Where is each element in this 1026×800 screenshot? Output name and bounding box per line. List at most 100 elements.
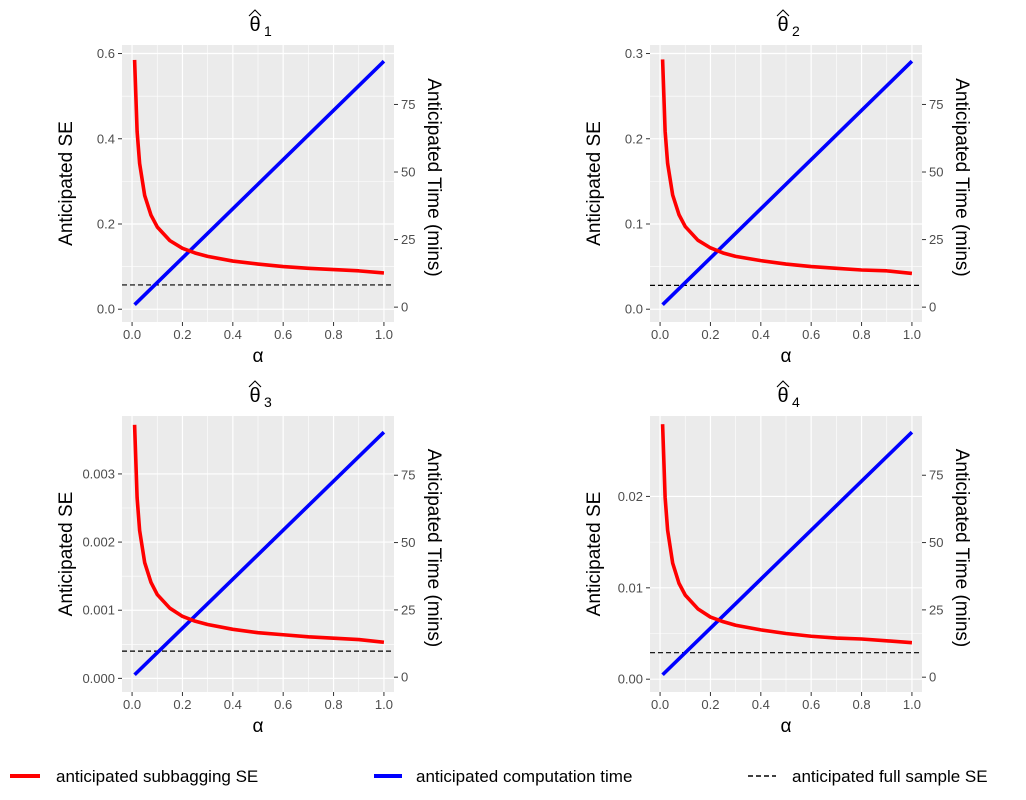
y2-tick-label: 0 [401, 670, 408, 685]
y2-tick-label: 50 [401, 535, 415, 550]
x-tick-label: 0.6 [802, 327, 820, 342]
y2-tick-label: 50 [929, 165, 943, 180]
y-tick-label: 0.1 [625, 216, 643, 231]
legend-label-full-sample-se: anticipated full sample SE [792, 767, 988, 786]
y2-tick-label: 0 [929, 670, 936, 685]
x-tick-label: 0.6 [274, 327, 292, 342]
hat-icon [776, 9, 790, 17]
x-tick-label: 0.8 [853, 327, 871, 342]
y2-axis-title: Anticipated Time (mins) [951, 78, 972, 277]
x-tick-label: 0.4 [752, 327, 770, 342]
y-tick-label: 0.02 [618, 489, 643, 504]
panel-title-subscript: 3 [264, 394, 272, 410]
y2-tick-label: 75 [929, 97, 943, 112]
y-tick-label: 0.00 [618, 672, 643, 687]
y-tick-label: 0.0 [625, 302, 643, 317]
x-tick-label: 0.0 [651, 327, 669, 342]
hat-icon [248, 380, 262, 388]
panel-title-subscript: 1 [264, 23, 272, 39]
x-axis-title: α [781, 346, 792, 367]
chart-panel: 0.0 0.2 0.4 0.6 0.8 1.0 0.0 0.2 0.4 0.6 0 25 50 75 θ 1 α… [56, 9, 444, 367]
x-axis-title: α [253, 346, 264, 367]
panel-title-subscript: 2 [792, 23, 800, 39]
legend-label-subbagging-se: anticipated subbagging SE [56, 767, 258, 786]
panel-title-subscript: 4 [792, 394, 800, 410]
y2-tick-label: 25 [929, 602, 943, 617]
x-axis-title: α [781, 716, 792, 737]
y2-axis-title: Anticipated Time (mins) [423, 449, 444, 648]
y-tick-label: 0.000 [82, 671, 115, 686]
x-tick-label: 0.6 [802, 697, 820, 712]
chart-panel: 0.0 0.2 0.4 0.6 0.8 1.0 0.000 0.001 0.002 0.003 0 2… [56, 380, 444, 737]
subbagging-se-curve [132, 59, 385, 275]
y2-axis-title: Anticipated Time (mins) [951, 449, 972, 648]
y-axis-title: Anticipated SE [56, 121, 77, 246]
x-tick-label: 0.4 [224, 327, 242, 342]
x-tick-label: 0.0 [123, 327, 141, 342]
panel-title-symbol: θ [249, 14, 260, 36]
x-tick-label: 0.8 [325, 327, 343, 342]
y-tick-label: 0.002 [82, 535, 115, 550]
y2-tick-label: 0 [401, 300, 408, 315]
y-tick-label: 0.01 [618, 580, 643, 595]
y2-tick-label: 50 [929, 535, 943, 550]
y2-tick-label: 25 [401, 232, 415, 247]
y-tick-label: 0.2 [625, 131, 643, 146]
panel-title-symbol: θ [777, 385, 788, 407]
x-tick-label: 0.2 [701, 327, 719, 342]
computation-time-line [133, 430, 386, 677]
x-tick-label: 1.0 [903, 327, 921, 342]
chart-panel: 0.0 0.2 0.4 0.6 0.8 1.0 0.0 0.1 0.2 0.3 0 25 50 75 θ 2 α… [584, 9, 972, 367]
x-tick-label: 0.8 [853, 697, 871, 712]
x-tick-label: 0.2 [173, 327, 191, 342]
x-tick-label: 0.8 [325, 697, 343, 712]
x-tick-label: 0.4 [752, 697, 770, 712]
y-tick-label: 0.4 [97, 131, 115, 146]
legend-label-computation-time: anticipated computation time [416, 767, 632, 786]
x-tick-label: 0.0 [651, 697, 669, 712]
y-tick-label: 0.003 [82, 466, 115, 481]
y2-tick-label: 50 [401, 165, 415, 180]
y-axis-title: Anticipated SE [56, 492, 77, 617]
y2-tick-label: 75 [401, 468, 415, 483]
x-tick-label: 0.2 [173, 697, 191, 712]
computation-time-line [661, 59, 914, 306]
y-tick-label: 0.3 [625, 46, 643, 61]
y-axis-title: Anticipated SE [584, 492, 605, 617]
x-tick-label: 0.6 [274, 697, 292, 712]
x-tick-label: 0.0 [123, 697, 141, 712]
y-tick-label: 0.6 [97, 46, 115, 61]
y2-tick-label: 25 [929, 232, 943, 247]
chart-panel: 0.0 0.2 0.4 0.6 0.8 1.0 0.00 0.01 0.02 0 25 50 75 θ 4 α… [584, 380, 972, 737]
y-axis-title: Anticipated SE [584, 121, 605, 246]
computation-time-line [661, 430, 914, 677]
x-tick-label: 0.2 [701, 697, 719, 712]
legend: anticipated subbagging SE anticipated co… [10, 767, 988, 786]
x-tick-label: 1.0 [375, 697, 393, 712]
y-tick-label: 0.0 [97, 302, 115, 317]
y-tick-label: 0.2 [97, 216, 115, 231]
panel-title-symbol: θ [249, 385, 260, 407]
hat-icon [776, 380, 790, 388]
subbagging-se-curve [660, 424, 913, 645]
y-tick-label: 0.001 [82, 603, 115, 618]
subbagging-se-curve [132, 424, 385, 645]
y2-tick-label: 75 [401, 97, 415, 112]
y2-axis-title: Anticipated Time (mins) [423, 78, 444, 277]
x-tick-label: 1.0 [903, 697, 921, 712]
x-tick-label: 1.0 [375, 327, 393, 342]
y2-tick-label: 25 [401, 602, 415, 617]
hat-icon [248, 9, 262, 17]
x-tick-label: 0.4 [224, 697, 242, 712]
computation-time-line [133, 59, 386, 306]
subbagging-se-curve [660, 59, 913, 276]
y2-tick-label: 75 [929, 468, 943, 483]
y2-tick-label: 0 [929, 300, 936, 315]
x-axis-title: α [253, 716, 264, 737]
panel-title-symbol: θ [777, 14, 788, 36]
